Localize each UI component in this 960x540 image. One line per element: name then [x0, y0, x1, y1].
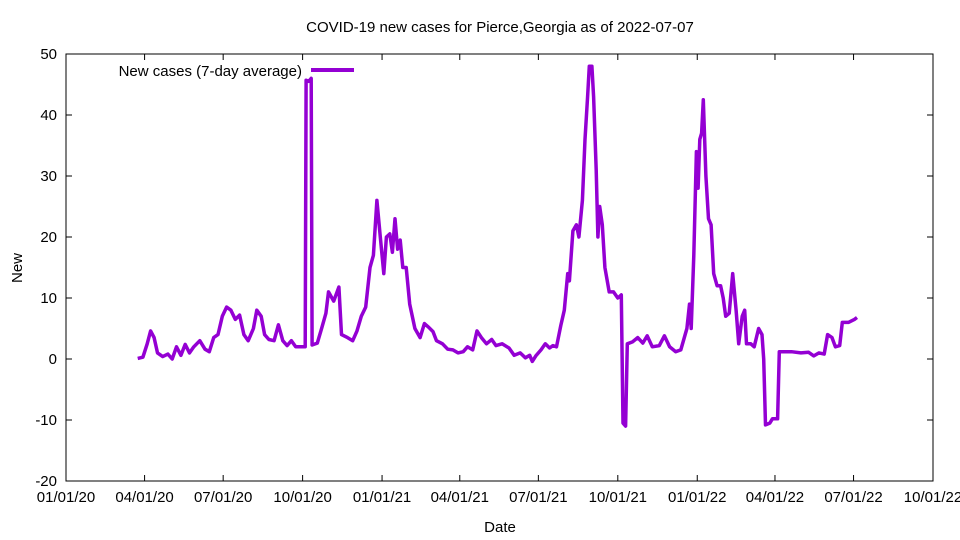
x-tick-label: 10/01/22	[904, 489, 960, 506]
legend-label: New cases (7-day average)	[119, 63, 302, 80]
series-layer	[137, 64, 859, 428]
y-tick-label: -20	[35, 473, 57, 490]
y-tick-label: -10	[35, 412, 57, 429]
y-tick-label: 40	[40, 107, 57, 124]
x-tick-label: 10/01/20	[273, 489, 331, 506]
y-axis-label: New	[9, 253, 26, 283]
x-axis-label: Date	[484, 519, 516, 536]
y-tick-label: 0	[49, 351, 57, 368]
x-tick-label: 01/01/21	[353, 489, 411, 506]
y-axis: -20 -10 0 10 20 30 40 50	[35, 46, 933, 490]
x-tick-label: 10/01/21	[589, 489, 647, 506]
x-axis: 01/01/20 04/01/20 07/01/20 10/01/20 01/01/21…	[37, 54, 960, 506]
y-tick-label: 10	[40, 290, 57, 307]
series-line-new-cases	[137, 64, 859, 428]
x-tick-label: 07/01/21	[509, 489, 567, 506]
legend: New cases (7-day average)	[119, 63, 354, 80]
x-tick-label: 07/01/22	[824, 489, 882, 506]
x-tick-label: 04/01/20	[115, 489, 173, 506]
plot-frame	[65, 53, 934, 482]
x-tick-label: 04/01/22	[746, 489, 804, 506]
x-tick-label: 01/01/22	[668, 489, 726, 506]
y-tick-label: 20	[40, 229, 57, 246]
x-tick-label: 01/01/20	[37, 489, 95, 506]
x-tick-label: 04/01/21	[431, 489, 489, 506]
x-tick-label: 07/01/20	[194, 489, 252, 506]
chart-title: COVID-19 new cases for Pierce,Georgia as…	[306, 19, 694, 36]
y-tick-label: 50	[40, 46, 57, 63]
y-tick-label: 30	[40, 168, 57, 185]
